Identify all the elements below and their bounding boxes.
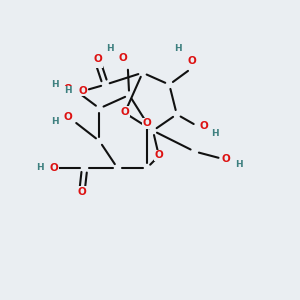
Text: O: O (154, 150, 163, 160)
Text: O: O (64, 84, 73, 94)
Text: H: H (36, 163, 44, 172)
Text: O: O (199, 121, 208, 130)
Text: H: H (64, 86, 72, 95)
Text: O: O (50, 163, 59, 173)
Text: O: O (77, 187, 86, 196)
Text: H: H (51, 80, 59, 89)
Text: H: H (174, 44, 182, 53)
Text: H: H (106, 44, 114, 53)
Text: O: O (187, 56, 196, 66)
Text: O: O (118, 53, 127, 63)
Text: H: H (51, 117, 59, 126)
Text: O: O (64, 112, 73, 122)
Text: O: O (221, 154, 230, 164)
Text: O: O (79, 85, 88, 96)
Text: O: O (94, 57, 102, 67)
Text: O: O (143, 118, 152, 128)
Text: O: O (77, 188, 86, 198)
Text: O: O (94, 54, 102, 64)
Text: O: O (120, 107, 129, 117)
Text: H: H (236, 160, 243, 169)
Text: H: H (212, 129, 219, 138)
